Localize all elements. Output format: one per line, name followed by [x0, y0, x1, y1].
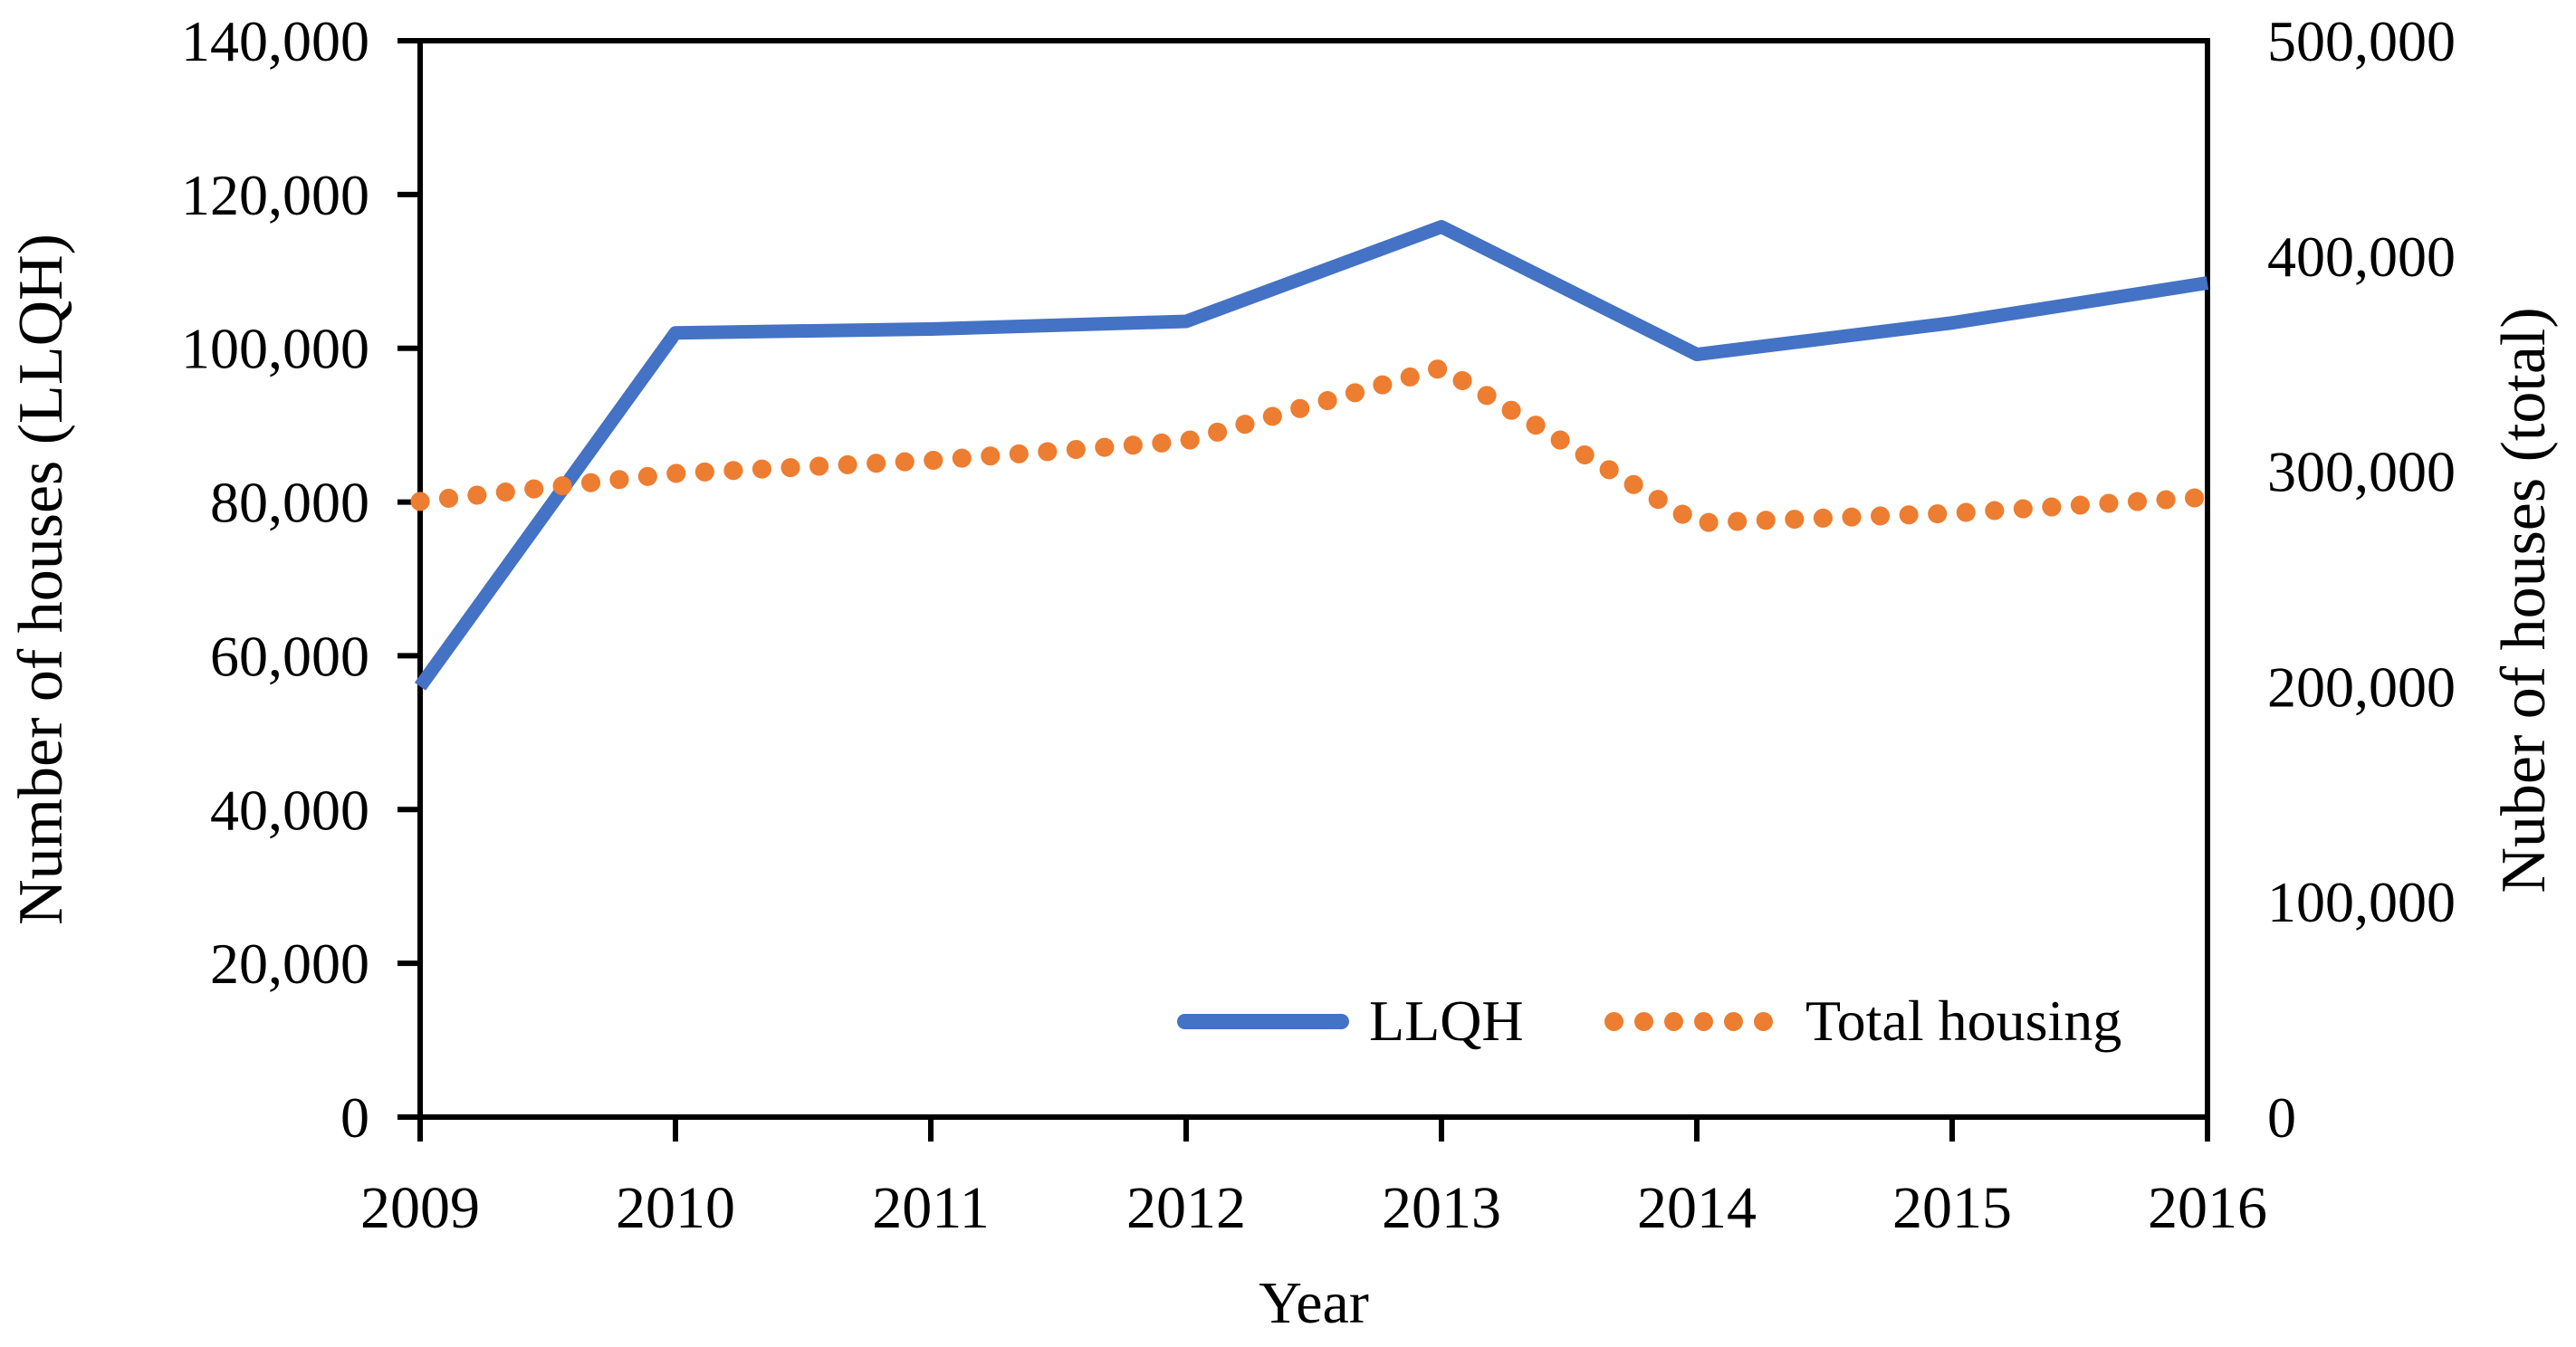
x-axis-tick-label: 2009 [360, 1175, 480, 1241]
x-axis-tick-label: 2011 [872, 1175, 990, 1241]
dot-icon [1604, 1011, 1623, 1031]
x-axis-tick-label: 2013 [1382, 1175, 1501, 1241]
x-axis-tick-label: 2012 [1126, 1175, 1246, 1241]
right-axis-tick-label: 400,000 [2267, 224, 2456, 289]
dot-icon [1724, 1011, 1743, 1031]
x-axis-tick-label: 2010 [616, 1175, 735, 1241]
right-axis-tick-label: 100,000 [2267, 870, 2456, 934]
right-axis-tick-label: 0 [2267, 1085, 2296, 1150]
dot-icon [1754, 1011, 1773, 1031]
right-axis-tick-label: 500,000 [2267, 9, 2456, 73]
left-axis-tick-label: 120,000 [181, 163, 369, 227]
left-axis-tick-label: 60,000 [210, 624, 369, 688]
legend-item-llqh: LLQH [1177, 989, 1524, 1054]
right-axis-tick-label: 300,000 [2267, 440, 2456, 504]
x-axis-title: Year [1259, 1270, 1369, 1336]
x-axis-tick-label: 2016 [2148, 1175, 2267, 1241]
left-axis-tick-label: 40,000 [210, 778, 369, 842]
llqh-line-sample-icon [1177, 1013, 1349, 1029]
left-axis-tick-label: 140,000 [181, 9, 369, 73]
left-axis-tick-label: 20,000 [210, 931, 369, 996]
legend-label-llqh: LLQH [1369, 989, 1524, 1053]
total-housing-series-line [410, 358, 2217, 533]
left-axis-tick-label: 0 [340, 1085, 369, 1150]
dot-icon [1694, 1011, 1713, 1031]
x-axis-tick-label: 2015 [1892, 1175, 2012, 1241]
left-axis-tick-label: 80,000 [210, 471, 369, 535]
x-axis-tick-label: 2014 [1637, 1175, 1757, 1241]
dot-icon [1634, 1011, 1653, 1031]
right-axis-title: Nuber of houses (total) [2489, 307, 2559, 893]
dot-icon [1664, 1011, 1683, 1031]
total-housing-dots-sample-icon [1604, 1011, 1773, 1031]
legend-item-total-housing: Total housing [1604, 989, 2121, 1054]
legend-label-total-housing: Total housing [1805, 989, 2122, 1053]
llqh-series-line [414, 220, 2209, 691]
right-axis-tick-label: 200,000 [2267, 654, 2456, 719]
left-axis-tick-label: 100,000 [181, 317, 369, 381]
left-axis-title: Number of houses (LLQH) [6, 234, 76, 925]
